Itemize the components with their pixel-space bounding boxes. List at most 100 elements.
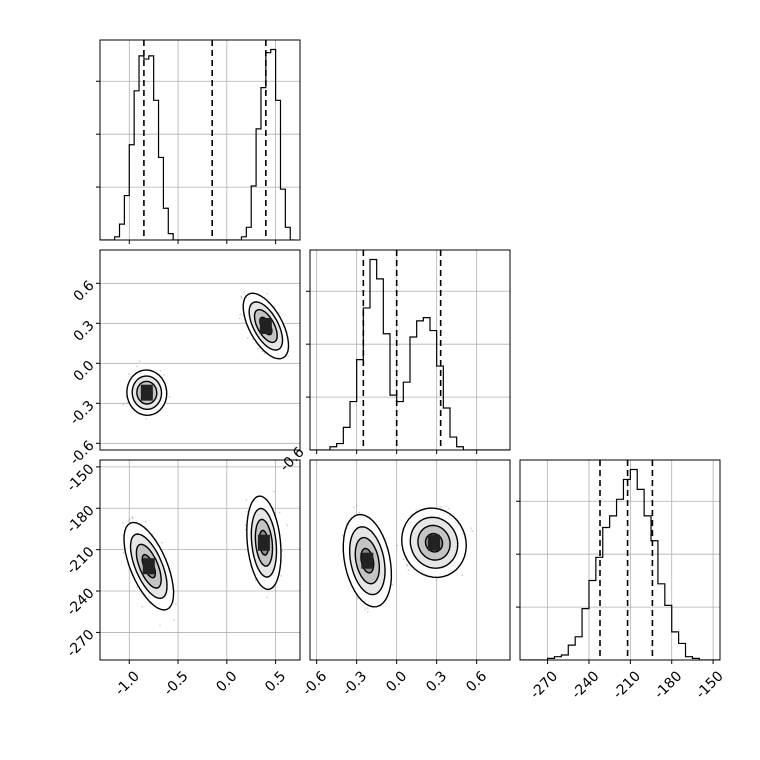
scatter-x-y-point <box>246 337 249 340</box>
scatter-x-y-ytick-label-2: 0.0 <box>71 358 98 385</box>
hist-y-bar-19 <box>423 318 430 450</box>
scatter-x-y-point <box>145 418 148 420</box>
hist-x-bar-13 <box>163 208 168 240</box>
scatter-x-z-ytick-label-3: -240 <box>64 585 98 619</box>
scatter-y-z-point <box>364 608 366 611</box>
scatter-x-z-point <box>278 511 281 514</box>
hist-y-bar-14 <box>390 395 397 450</box>
scatter-y-z-point <box>366 607 369 610</box>
hist-y-bar-21 <box>437 366 444 450</box>
scatter-y-z-point <box>355 504 358 507</box>
hist-y-bar-10 <box>363 308 370 450</box>
hist-y-bar-23 <box>450 437 457 450</box>
scatter-x-y-ytick-label-4: 0.6 <box>71 278 98 305</box>
scatter-y-z-point <box>471 530 474 532</box>
scatter-x-z-point <box>254 579 257 582</box>
scatter-y-z-point <box>366 611 369 613</box>
scatter-x-z-point <box>159 624 161 627</box>
scatter-x-y-point <box>168 395 171 398</box>
scatter-y-z-point <box>358 511 361 514</box>
scatter-x-z-peak-1 <box>257 534 270 551</box>
hist-x-bar-11 <box>154 100 159 240</box>
scatter-y-z-point <box>357 597 359 600</box>
scatter-x-y-point <box>238 317 241 320</box>
scatter-x-z-point <box>174 602 177 605</box>
scatter-x-z-point <box>272 490 275 493</box>
hist-x-bar-32 <box>256 129 261 240</box>
scatter-x-y-point <box>126 401 129 404</box>
scatter-y-z-panel: -0.6 -0.3 0.0 0.3 0.6 <box>300 459 511 699</box>
scatter-y-z-point <box>406 563 408 566</box>
scatter-x-y-peak-1 <box>259 318 272 334</box>
scatter-x-z-peak-0 <box>142 558 155 575</box>
hist-x-bar-30 <box>246 227 251 240</box>
scatter-x-y-frame <box>99 249 301 451</box>
scatter-x-z-point <box>173 619 175 621</box>
scatter-x-y-ytick-label-3: 0.3 <box>71 318 98 345</box>
hist-x-bar-5 <box>124 196 129 240</box>
scatter-x-z-xtick-label-2: 0.0 <box>213 668 240 695</box>
hist-y-bar-18 <box>417 321 424 450</box>
scatter-y-z-point <box>342 534 344 537</box>
hist-x-step <box>100 48 296 240</box>
hist-x-bar-4 <box>120 224 125 240</box>
scatter-x-z-ytick-label-1: -180 <box>64 503 98 537</box>
scatter-x-y-point <box>243 291 246 293</box>
scatter-x-y-point <box>138 360 141 362</box>
hist-x-bar-36 <box>276 100 281 240</box>
scatter-x-z-point <box>286 524 289 527</box>
scatter-y-z-point <box>391 584 394 586</box>
hist-x-bar-31 <box>251 186 256 240</box>
scatter-x-y-ytick-label-0: -0.6 <box>67 438 98 469</box>
scatter-x-y-point <box>266 292 268 295</box>
scatter-x-y-point <box>257 347 260 350</box>
scatter-x-z-point <box>281 550 284 552</box>
hist-x-bar-10 <box>149 56 154 240</box>
scatter-x-y-point <box>163 374 166 376</box>
scatter-x-z-xtick-label-0: -1.0 <box>112 668 143 699</box>
scatter-x-y-point <box>263 352 266 355</box>
hist-y-bar-11 <box>370 260 377 450</box>
scatter-x-y-point <box>240 297 243 299</box>
hist-x-bar-7 <box>134 91 139 240</box>
scatter-x-z-ytick-label-2: -210 <box>64 544 98 578</box>
scatter-x-z-point <box>280 575 282 577</box>
scatter-x-z-point <box>132 517 134 520</box>
scatter-x-z-point <box>245 499 248 501</box>
hist-y-bar-8 <box>350 402 357 450</box>
hist-y-bar-17 <box>410 337 417 450</box>
hist-x-bar-6 <box>129 145 134 240</box>
hist-x-frame <box>99 39 301 241</box>
hist-y-bar-9 <box>357 360 364 450</box>
scatter-x-z-ytick-label-4: -270 <box>64 627 98 661</box>
hist-y-panel: -0.6 <box>277 249 511 475</box>
scatter-y-z-point <box>352 506 355 509</box>
hist-y-bar-7 <box>343 427 350 450</box>
scatter-x-z-point <box>122 522 124 524</box>
hist-y-bar-20 <box>430 331 437 450</box>
scatter-x-z-point <box>122 552 125 554</box>
hist-y-bar-6 <box>337 444 344 450</box>
scatter-x-y-panel: -0.6 -0.3 0.0 0.3 0.6 <box>67 249 301 469</box>
hist-y-bar-12 <box>377 279 384 450</box>
scatter-x-z-point <box>144 520 147 523</box>
hist-y-ytick-label-bottom: -0.6 <box>277 444 308 475</box>
scatter-x-z-point <box>131 516 134 518</box>
hist-y-bar-22 <box>443 408 450 450</box>
hist-x-bar-37 <box>280 189 285 240</box>
scatter-x-z-frame <box>99 459 301 661</box>
hist-y-frame <box>309 249 511 451</box>
scatter-x-z-point <box>136 586 139 588</box>
scatter-x-z-xtick-label-3: 0.5 <box>262 668 289 695</box>
scatter-x-y-ytick-label-1: -0.3 <box>67 398 98 429</box>
hist-y-bar-15 <box>397 402 404 450</box>
scatter-x-y-peak-0 <box>140 384 153 401</box>
hist-x-panel <box>96 39 301 244</box>
scatter-x-z-point <box>161 541 163 544</box>
scatter-x-y-point <box>287 355 289 358</box>
scatter-x-y-point <box>136 365 138 368</box>
hist-x-bar-12 <box>159 157 164 240</box>
scatter-y-z-point <box>440 506 442 508</box>
scatter-x-z-ytick-label-0: -150 <box>64 461 98 495</box>
